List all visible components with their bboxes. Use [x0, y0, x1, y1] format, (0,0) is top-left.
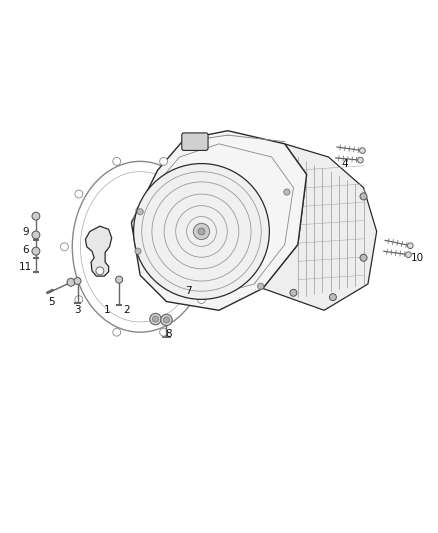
- Circle shape: [32, 247, 40, 255]
- Text: 7: 7: [185, 286, 192, 296]
- Circle shape: [161, 314, 172, 326]
- Circle shape: [113, 157, 121, 165]
- Circle shape: [134, 164, 269, 300]
- Circle shape: [198, 296, 205, 303]
- Circle shape: [284, 189, 290, 195]
- Text: 6: 6: [22, 245, 29, 255]
- Text: 2: 2: [124, 305, 131, 316]
- Circle shape: [360, 148, 365, 154]
- Circle shape: [74, 278, 81, 285]
- Circle shape: [198, 228, 205, 235]
- Circle shape: [116, 276, 123, 283]
- Circle shape: [360, 254, 367, 261]
- Text: 5: 5: [48, 296, 55, 306]
- Text: 4: 4: [342, 159, 349, 168]
- Circle shape: [159, 328, 167, 336]
- Circle shape: [60, 243, 68, 251]
- Text: 10: 10: [410, 253, 424, 263]
- Circle shape: [163, 317, 170, 323]
- Circle shape: [212, 243, 220, 251]
- Text: 9: 9: [22, 228, 29, 237]
- Circle shape: [135, 248, 141, 254]
- Circle shape: [152, 316, 159, 322]
- Text: 11: 11: [19, 262, 32, 271]
- Circle shape: [75, 190, 83, 198]
- Circle shape: [357, 157, 363, 163]
- Circle shape: [193, 223, 210, 240]
- Circle shape: [32, 231, 40, 239]
- Text: 8: 8: [165, 329, 172, 340]
- Circle shape: [198, 190, 205, 198]
- Circle shape: [159, 157, 167, 165]
- Circle shape: [329, 294, 336, 301]
- Circle shape: [67, 278, 75, 286]
- Circle shape: [406, 252, 411, 257]
- Text: 1: 1: [104, 305, 111, 316]
- Circle shape: [360, 193, 367, 200]
- Circle shape: [290, 289, 297, 296]
- Polygon shape: [131, 131, 307, 310]
- Text: 3: 3: [74, 305, 81, 316]
- Polygon shape: [85, 226, 112, 276]
- Circle shape: [407, 243, 413, 248]
- FancyBboxPatch shape: [182, 133, 208, 150]
- Circle shape: [137, 209, 143, 215]
- Circle shape: [75, 296, 83, 303]
- Circle shape: [150, 313, 161, 325]
- Circle shape: [113, 328, 121, 336]
- Circle shape: [96, 267, 104, 275]
- Circle shape: [258, 283, 264, 289]
- Circle shape: [32, 212, 40, 220]
- Polygon shape: [263, 144, 377, 310]
